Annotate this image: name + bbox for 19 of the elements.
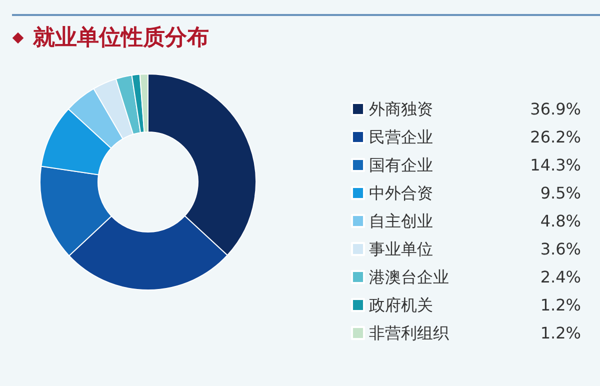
- chart-title: 就业单位性质分布: [32, 26, 209, 50]
- legend-label: 港澳台企业: [369, 268, 449, 286]
- legend-label: 自主创业: [369, 212, 433, 230]
- data-label: 9.5%: [540, 184, 581, 202]
- data-label: 4.8%: [540, 212, 581, 230]
- data-label: 1.2%: [540, 324, 581, 342]
- legend-label: 中外合资: [369, 184, 433, 202]
- legend-label: 事业单位: [369, 240, 433, 258]
- legend-label: 非营利组织: [369, 324, 449, 342]
- data-label: 36.9%: [530, 100, 581, 118]
- data-label: 3.6%: [540, 240, 581, 258]
- data-label: 2.4%: [540, 268, 581, 286]
- legend-label: 政府机关: [369, 296, 433, 314]
- data-label: 1.2%: [540, 296, 581, 314]
- legend-label: 民营企业: [369, 128, 433, 146]
- legend-label: 外商独资: [369, 100, 433, 118]
- legend-label: 国有企业: [369, 156, 433, 174]
- data-label: 26.2%: [530, 128, 581, 146]
- data-label: 14.3%: [530, 156, 581, 174]
